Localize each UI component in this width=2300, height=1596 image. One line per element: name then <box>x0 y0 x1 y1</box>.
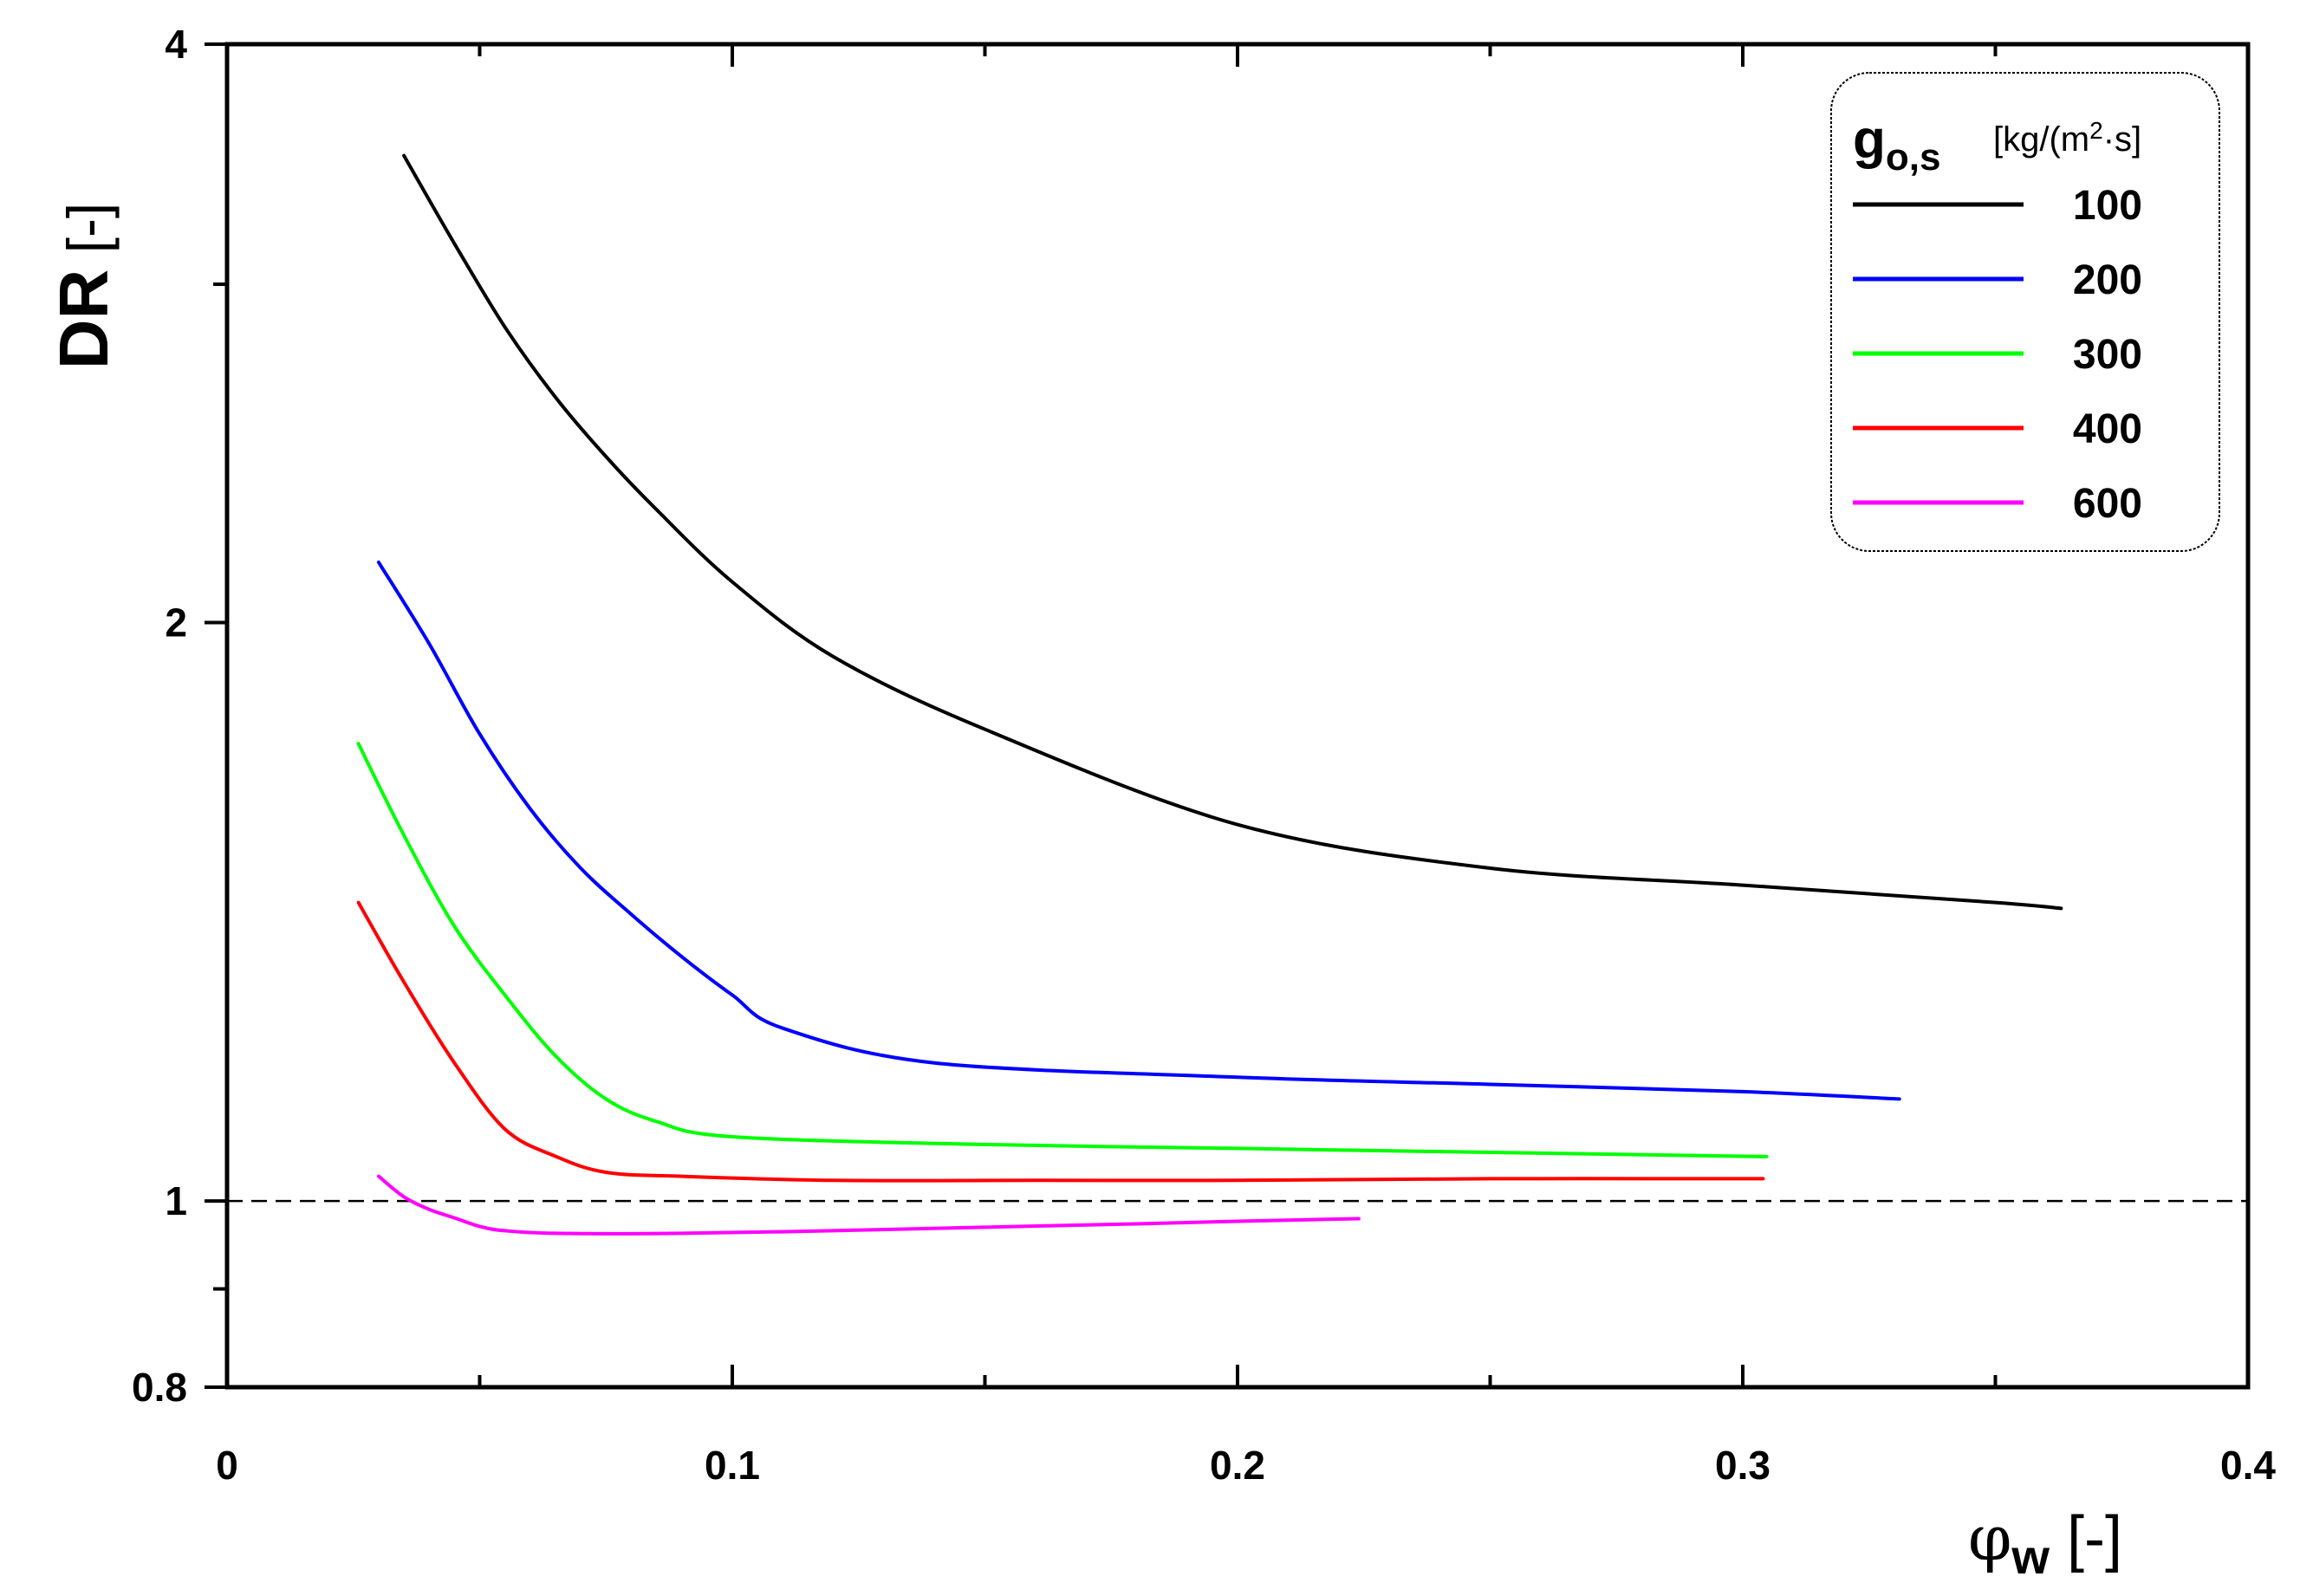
series-line-100 <box>402 153 2063 911</box>
legend-title-subscript: o,s <box>1886 136 1941 178</box>
legend-title-symbol: g <box>1853 110 1886 170</box>
x-tick-labels: 0 0.1 0.2 0.3 0.4 <box>216 1443 2276 1488</box>
legend-label-400: 400 <box>2073 406 2142 452</box>
legend-label-600: 600 <box>2073 481 2142 527</box>
series-line-400 <box>356 900 1765 1183</box>
y-tick-label: 2 <box>165 600 187 646</box>
series-lines <box>356 153 2063 1236</box>
legend-unit-sup: 2 <box>2089 117 2103 144</box>
series-line-300 <box>356 742 1769 1158</box>
y-tick-label: 0.8 <box>132 1365 187 1410</box>
series-line-600 <box>376 1174 1361 1236</box>
axis-ticks <box>205 42 1998 1389</box>
legend-box <box>1830 72 2220 552</box>
x-axis-title-unit: [-] <box>2050 1504 2122 1573</box>
y-axis-title-group: DR [-] <box>45 203 122 370</box>
x-axis-title: φw [-] <box>1968 1502 2122 1584</box>
x-tick-label: 0.4 <box>2220 1443 2276 1488</box>
series-line-200 <box>376 560 1901 1101</box>
x-tick-label: 0 <box>216 1443 238 1488</box>
legend-unit: [kg/(m2·s] <box>1993 117 2141 159</box>
x-tick-label: 0.1 <box>705 1443 760 1488</box>
y-tick-label: 4 <box>165 22 187 67</box>
x-axis-title-symbol: φ <box>1968 1502 2011 1574</box>
legend-entries: 100 200 300 400 600 <box>1853 183 2142 527</box>
legend-title: go,s <box>1853 110 1940 178</box>
y-tick-labels: 0.8 1 2 4 <box>132 22 187 1410</box>
x-tick-label: 0.3 <box>1715 1443 1770 1488</box>
legend-label-100: 100 <box>2073 183 2142 229</box>
legend-label-300: 300 <box>2073 332 2142 378</box>
y-axis-title-unit: [-] <box>55 203 120 269</box>
y-axis-title: DR [-] <box>45 203 122 370</box>
legend-unit-pre: [kg/(m <box>1993 120 2089 159</box>
legend-unit-post: ·s] <box>2103 120 2141 159</box>
legend: go,s [kg/(m2·s] 100 200 300 400 600 <box>1830 72 2220 552</box>
y-tick-label: 1 <box>165 1178 187 1223</box>
x-axis-title-subscript: w <box>2011 1529 2050 1584</box>
legend-label-200: 200 <box>2073 257 2142 303</box>
x-tick-label: 0.2 <box>1210 1443 1265 1488</box>
y-axis-title-name: DR <box>45 269 122 370</box>
